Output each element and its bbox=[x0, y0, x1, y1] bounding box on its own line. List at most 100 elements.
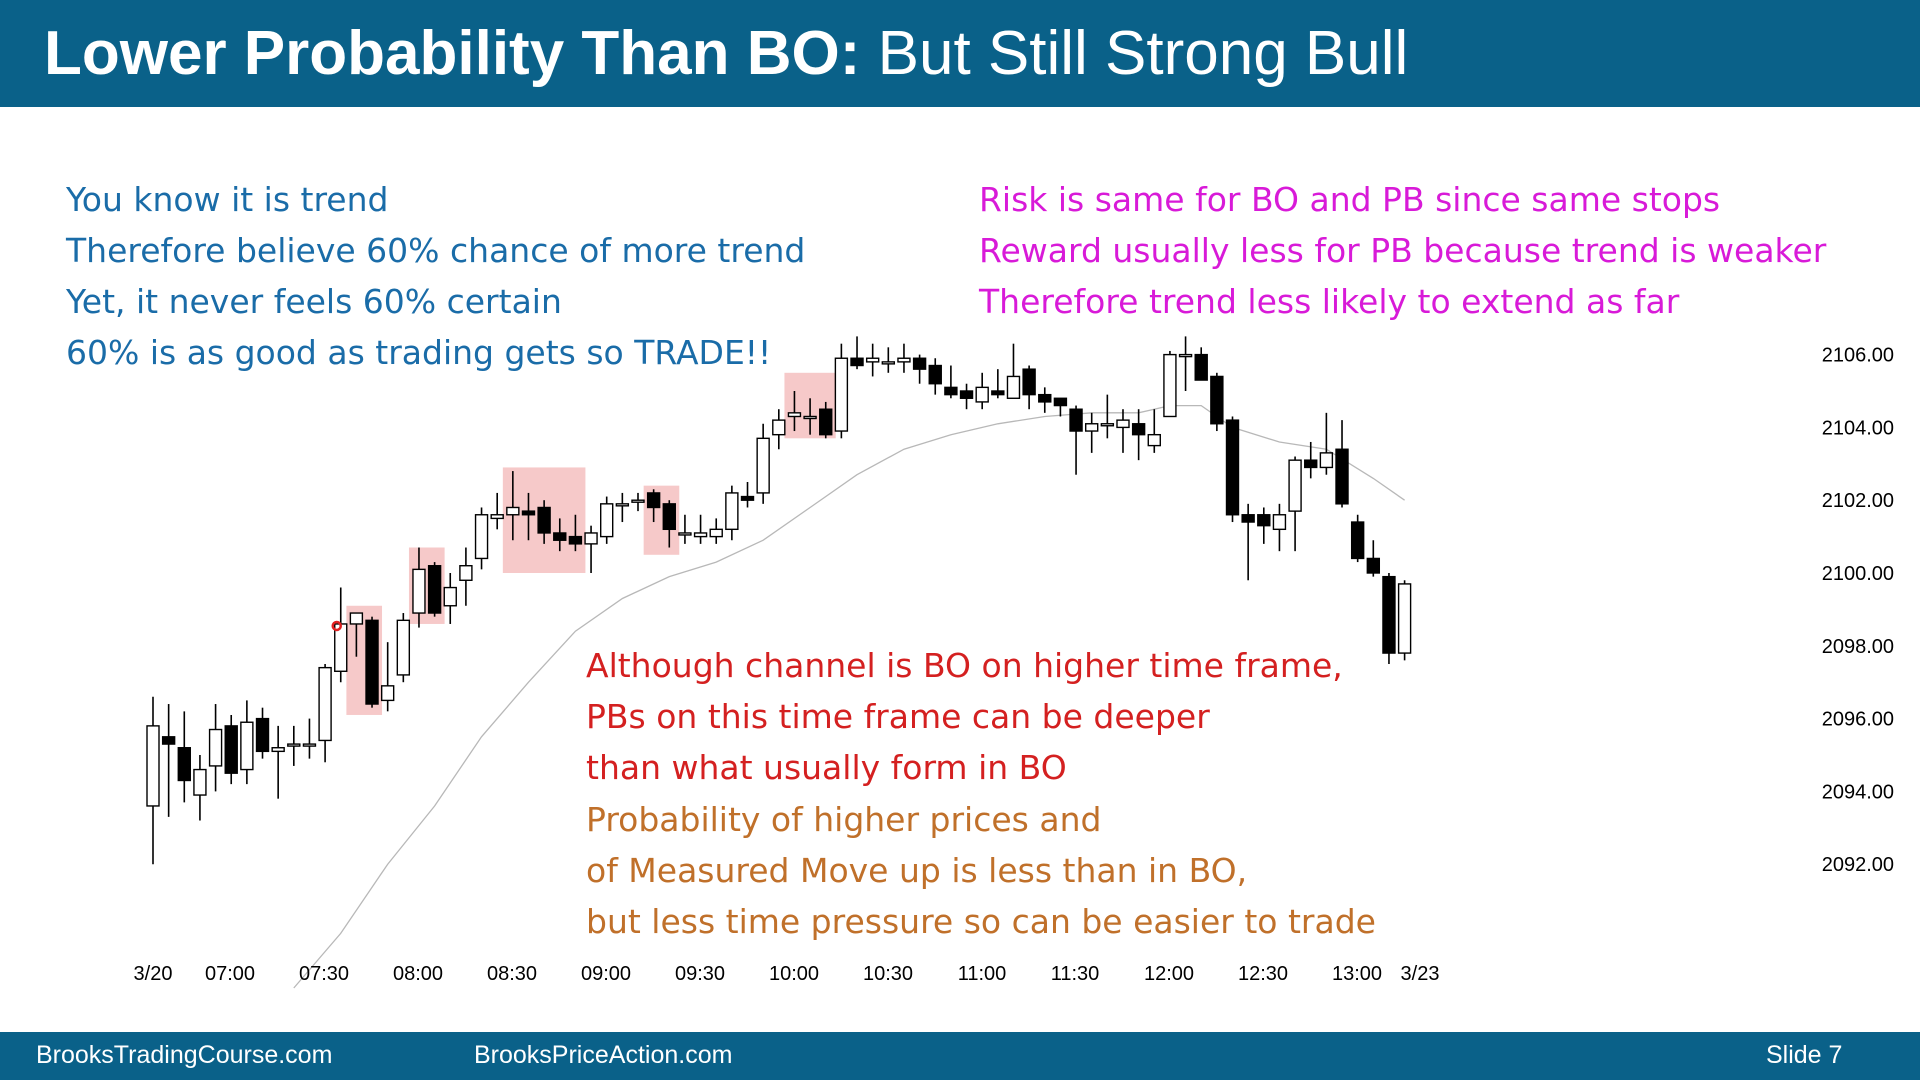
note-line: Therefore trend less likely to extend as… bbox=[979, 282, 1680, 321]
candle bbox=[318, 664, 332, 763]
x-tick-label: 08:00 bbox=[393, 963, 443, 985]
bull-candle-body bbox=[412, 568, 426, 614]
x-tick-label: 12:00 bbox=[1144, 963, 1194, 985]
bear-candle-body bbox=[1069, 408, 1083, 432]
slide-title: Lower Probability Than BO: But Still Str… bbox=[44, 14, 1408, 94]
candlestick-bars bbox=[146, 336, 1412, 865]
bull-candle-body bbox=[396, 619, 411, 676]
bull-candle-body bbox=[1084, 423, 1099, 432]
candle bbox=[944, 365, 958, 399]
note-line: PBs on this time frame can be deeper bbox=[586, 697, 1210, 736]
x-tick-label: 08:30 bbox=[487, 963, 537, 985]
bear-candle-body bbox=[1053, 397, 1068, 407]
candle bbox=[834, 343, 849, 439]
bear-candle-body bbox=[1304, 459, 1318, 469]
notes-orange: Probability of higher prices and of Meas… bbox=[586, 794, 1376, 947]
candle bbox=[1288, 456, 1302, 552]
bull-candle-body bbox=[709, 528, 723, 538]
note-line: than what usually form in BO bbox=[586, 748, 1067, 787]
candle bbox=[615, 492, 630, 523]
candle bbox=[1194, 347, 1208, 381]
bull-candle-body bbox=[1319, 452, 1334, 469]
candle bbox=[772, 409, 786, 450]
bull-candle-body bbox=[803, 415, 817, 420]
candle bbox=[1163, 350, 1177, 418]
bear-candle-body bbox=[1131, 423, 1146, 436]
bull-candle-body bbox=[1163, 353, 1177, 418]
bull-candle-body bbox=[678, 532, 692, 536]
candle bbox=[1241, 503, 1255, 581]
x-tick-label: 10:00 bbox=[769, 963, 819, 985]
candle bbox=[646, 489, 661, 523]
bull-candle-body bbox=[302, 743, 317, 747]
candle bbox=[1319, 412, 1334, 475]
note-line: Therefore believe 60% chance of more tre… bbox=[66, 231, 806, 270]
candle bbox=[678, 514, 692, 544]
bull-candle-body bbox=[615, 503, 630, 507]
candle bbox=[1210, 372, 1224, 432]
bear-candle-body bbox=[553, 532, 567, 541]
footer-site-priceaction[interactable]: BrooksPriceAction.com bbox=[474, 1041, 733, 1069]
bull-candle-body bbox=[881, 361, 896, 365]
signal-marker-circle bbox=[331, 620, 342, 632]
note-line: Risk is same for BO and PB since same st… bbox=[979, 180, 1721, 219]
bull-candle-body bbox=[271, 747, 285, 753]
note-line: Probability of higher prices and bbox=[586, 800, 1102, 839]
candle bbox=[959, 383, 974, 410]
bull-candle-body bbox=[1147, 433, 1161, 447]
candle bbox=[600, 496, 614, 544]
candle bbox=[1131, 409, 1146, 461]
bull-candle-body bbox=[725, 492, 739, 531]
bear-candle-body bbox=[850, 357, 864, 367]
note-line: Although channel is BO on higher time fr… bbox=[586, 646, 1343, 685]
bear-candle-body bbox=[819, 408, 833, 436]
bull-candle-body bbox=[318, 666, 332, 742]
slide-header: Lower Probability Than BO: But Still Str… bbox=[0, 0, 1920, 107]
bear-candle-body bbox=[662, 503, 676, 531]
footer-site-course[interactable]: BrooksTradingCourse.com bbox=[36, 1041, 333, 1069]
candle bbox=[490, 492, 504, 530]
x-axis: 3/20 07:00 07:30 08:00 08:30 09:00 09:30 10:00 1… bbox=[134, 963, 1440, 985]
candle bbox=[349, 612, 364, 657]
candle bbox=[1006, 343, 1021, 399]
candle bbox=[662, 500, 676, 548]
bull-candle-body bbox=[1116, 419, 1130, 429]
bull-candle-body bbox=[756, 437, 770, 494]
bear-candle-body bbox=[959, 390, 974, 399]
candle bbox=[1272, 503, 1287, 552]
candle bbox=[1147, 409, 1161, 453]
bear-candle-body bbox=[255, 717, 270, 753]
candle bbox=[740, 482, 755, 508]
candle bbox=[255, 707, 270, 759]
bull-candle-body bbox=[208, 728, 223, 767]
candle bbox=[803, 398, 817, 435]
bear-candle-body bbox=[1335, 448, 1349, 505]
candle bbox=[1178, 336, 1193, 391]
bull-candle-body bbox=[240, 721, 254, 771]
bear-candle-body bbox=[1366, 557, 1381, 574]
candle bbox=[1382, 573, 1396, 664]
bull-candle-body bbox=[865, 357, 880, 363]
bull-candle-body bbox=[193, 768, 207, 796]
bull-candle-body bbox=[787, 412, 802, 418]
x-tick-label: 3/23 bbox=[1401, 963, 1440, 985]
bull-candle-body bbox=[693, 532, 708, 538]
y-tick-label: 2092.00 bbox=[1822, 854, 1894, 876]
y-tick-label: 2100.00 bbox=[1822, 563, 1894, 585]
candle bbox=[271, 725, 285, 799]
notes-magenta: Risk is same for BO and PB since same st… bbox=[979, 174, 1826, 327]
candle bbox=[819, 401, 833, 439]
candle bbox=[537, 500, 551, 544]
bear-candle-body bbox=[568, 535, 583, 545]
x-tick-label: 09:30 bbox=[675, 963, 725, 985]
candle bbox=[975, 372, 989, 410]
candle bbox=[693, 514, 708, 544]
y-tick-label: 2094.00 bbox=[1822, 781, 1894, 803]
notes-blue: You know it is trend Therefore believe 6… bbox=[66, 174, 805, 378]
bear-candle-body bbox=[646, 492, 661, 509]
bull-candle-body bbox=[772, 419, 786, 436]
candle bbox=[193, 755, 207, 821]
candle bbox=[380, 642, 395, 712]
title-bold-part: Lower Probability Than BO: bbox=[44, 19, 861, 88]
